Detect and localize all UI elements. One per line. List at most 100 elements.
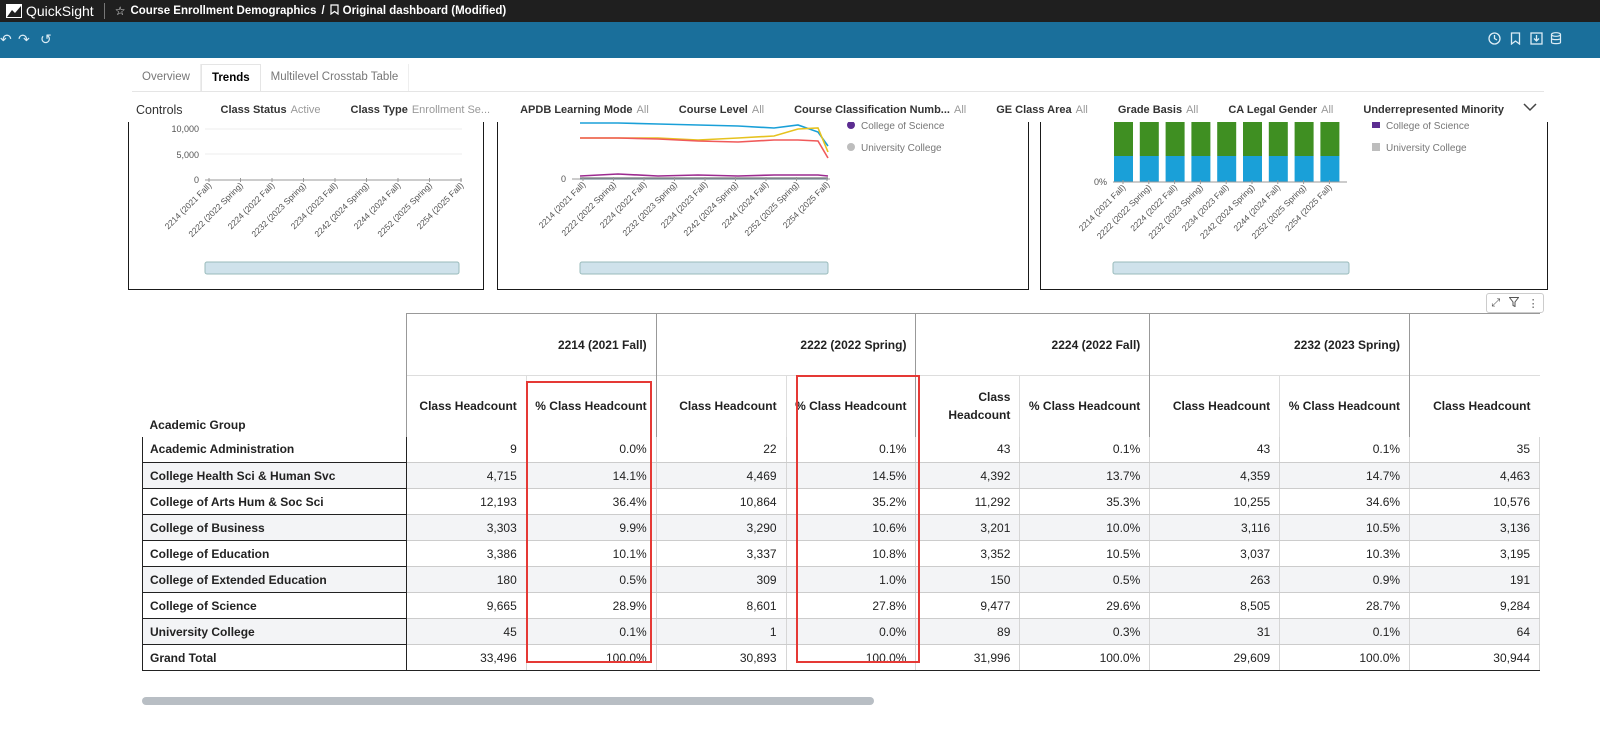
table-cell[interactable]: 100.0% bbox=[526, 644, 657, 671]
table-cell[interactable]: 100.0% bbox=[1019, 644, 1151, 671]
redo-icon[interactable]: ↷ bbox=[18, 31, 30, 47]
table-cell[interactable]: 10,864 bbox=[656, 488, 787, 515]
undo-icon[interactable]: ↶ bbox=[0, 31, 12, 47]
grand-total-row[interactable]: Grand Total 33,496 100.0% 30,893 100.0% 31,99… bbox=[142, 644, 1540, 671]
table-cell[interactable]: 43 bbox=[915, 436, 1021, 463]
table-cell[interactable]: 3,116 bbox=[1149, 514, 1281, 541]
range-slider[interactable] bbox=[204, 261, 460, 275]
table-cell[interactable]: 4,359 bbox=[1149, 462, 1281, 489]
control-class-type[interactable]: Class Type Enrollment Se... bbox=[350, 104, 491, 116]
column-header-measure[interactable]: % Class Headcount bbox=[1019, 375, 1150, 437]
column-header-measure[interactable]: Class Headcount bbox=[405, 375, 527, 437]
table-cell[interactable]: 64 bbox=[1409, 618, 1540, 645]
table-cell[interactable]: 3,352 bbox=[915, 540, 1021, 567]
controls-title[interactable]: Controls bbox=[136, 103, 183, 117]
table-cell[interactable]: 45 bbox=[406, 618, 527, 645]
column-header-term[interactable]: 2232 (2023 Spring) bbox=[1149, 313, 1410, 376]
table-cell[interactable]: 150 bbox=[915, 566, 1021, 593]
table-cell[interactable]: 89 bbox=[915, 618, 1021, 645]
table-cell[interactable]: 191 bbox=[1409, 566, 1540, 593]
table-cell[interactable]: 29,609 bbox=[1149, 644, 1281, 671]
table-cell[interactable]: 14.7% bbox=[1279, 462, 1411, 489]
table-row[interactable]: College of Business 3,303 9.9% 3,290 10.6% 3,… bbox=[142, 514, 1540, 541]
table-cell[interactable]: 0.9% bbox=[1279, 566, 1411, 593]
table-row[interactable]: University College 45 0.1% 1 0.0% 89 0.3% 31 0.1… bbox=[142, 618, 1540, 645]
range-slider[interactable] bbox=[1112, 261, 1350, 275]
chevron-down-icon[interactable] bbox=[1523, 100, 1537, 115]
row-label[interactable]: College of Education bbox=[142, 540, 407, 567]
filter-icon[interactable] bbox=[1508, 296, 1520, 310]
table-cell[interactable]: 4,469 bbox=[656, 462, 787, 489]
control-grade-basis[interactable]: Grade Basis All bbox=[1117, 104, 1199, 116]
table-cell[interactable]: 3,195 bbox=[1409, 540, 1540, 567]
table-cell[interactable]: 0.5% bbox=[1019, 566, 1151, 593]
row-label[interactable]: College of Science bbox=[142, 592, 407, 619]
breadcrumb-analysis[interactable]: Course Enrollment Demographics bbox=[130, 5, 317, 17]
column-header-term[interactable]: 2224 (2022 Fall) bbox=[915, 313, 1150, 376]
table-cell[interactable]: 4,715 bbox=[406, 462, 527, 489]
table-cell[interactable]: 36.4% bbox=[526, 488, 657, 515]
table-cell[interactable]: 10.6% bbox=[786, 514, 917, 541]
bookmark-icon[interactable] bbox=[1510, 32, 1521, 47]
table-cell[interactable]: 0.1% bbox=[526, 618, 657, 645]
table-cell[interactable]: 0.0% bbox=[786, 618, 917, 645]
table-cell[interactable]: 14.1% bbox=[526, 462, 657, 489]
column-header-measure[interactable]: Class Headcount bbox=[655, 375, 787, 437]
control-course-classification[interactable]: Course Classification Numb... All bbox=[794, 104, 967, 116]
table-cell[interactable]: 12,193 bbox=[406, 488, 527, 515]
schedule-icon[interactable] bbox=[1488, 32, 1501, 47]
table-cell[interactable]: 3,201 bbox=[915, 514, 1021, 541]
table-row[interactable]: College of Arts Hum & Soc Sci 12,193 36.4%… bbox=[142, 488, 1540, 515]
table-cell[interactable]: 1 bbox=[656, 618, 787, 645]
table-row[interactable]: College of Extended Education 180 0.5% 309 1… bbox=[142, 566, 1540, 593]
table-cell[interactable]: 10.5% bbox=[1019, 540, 1151, 567]
tab-multilevel-crosstab-table[interactable]: Multilevel Crosstab Table bbox=[261, 64, 410, 92]
table-cell[interactable]: 31,996 bbox=[915, 644, 1021, 671]
table-row[interactable]: College of Education 3,386 10.1% 3,337 10.8%… bbox=[142, 540, 1540, 567]
table-cell[interactable]: 9,477 bbox=[915, 592, 1021, 619]
table-cell[interactable]: 8,505 bbox=[1149, 592, 1281, 619]
control-ge-class-area[interactable]: GE Class Area All bbox=[996, 104, 1088, 116]
row-header-academic-group[interactable]: Academic Group bbox=[142, 313, 407, 437]
row-label[interactable]: College of Extended Education bbox=[142, 566, 407, 593]
table-cell[interactable]: 29.6% bbox=[1019, 592, 1151, 619]
table-cell[interactable]: 100.0% bbox=[786, 644, 917, 671]
table-cell[interactable]: 3,037 bbox=[1149, 540, 1281, 567]
table-cell[interactable]: 8,601 bbox=[656, 592, 787, 619]
table-cell[interactable]: 3,337 bbox=[656, 540, 787, 567]
app-logo[interactable]: QuickSight bbox=[0, 0, 94, 22]
expand-icon[interactable]: ⤢ bbox=[1491, 296, 1501, 309]
column-header-measure[interactable]: Class Headcount bbox=[1149, 375, 1280, 437]
control-ca-legal-gender[interactable]: CA Legal Gender All bbox=[1228, 104, 1334, 116]
more-options-icon[interactable]: ⋮ bbox=[1527, 297, 1539, 310]
table-cell[interactable]: 35 bbox=[1409, 436, 1540, 463]
row-label[interactable]: College Health Sci & Human Svc bbox=[142, 462, 407, 489]
table-cell[interactable]: 3,386 bbox=[406, 540, 527, 567]
reset-icon[interactable]: ↺ bbox=[40, 31, 52, 47]
row-label[interactable]: University College bbox=[142, 618, 407, 645]
control-underrepresented-minority[interactable]: Underrepresented Minority bbox=[1363, 104, 1504, 116]
table-cell[interactable]: 0.5% bbox=[526, 566, 657, 593]
table-cell[interactable]: 10.8% bbox=[786, 540, 917, 567]
table-cell[interactable]: 309 bbox=[656, 566, 787, 593]
table-cell[interactable]: 10,576 bbox=[1409, 488, 1540, 515]
table-cell[interactable]: 13.7% bbox=[1019, 462, 1151, 489]
table-cell[interactable]: 0.1% bbox=[1279, 436, 1411, 463]
tab-trends[interactable]: Trends bbox=[200, 64, 261, 92]
row-label[interactable]: College of Business bbox=[142, 514, 407, 541]
table-cell[interactable]: 10.3% bbox=[1279, 540, 1411, 567]
table-cell[interactable]: 22 bbox=[656, 436, 787, 463]
table-cell[interactable]: 9.9% bbox=[526, 514, 657, 541]
table-cell[interactable]: 10.1% bbox=[526, 540, 657, 567]
table-cell[interactable]: 10.0% bbox=[1019, 514, 1151, 541]
column-header-term[interactable] bbox=[1409, 313, 1540, 376]
table-cell[interactable]: 30,944 bbox=[1409, 644, 1540, 671]
table-cell[interactable]: 28.9% bbox=[526, 592, 657, 619]
horizontal-scrollbar[interactable] bbox=[142, 697, 874, 705]
column-header-term[interactable]: 2222 (2022 Spring) bbox=[655, 313, 916, 376]
row-label[interactable]: Grand Total bbox=[142, 644, 407, 671]
table-cell[interactable]: 10.5% bbox=[1279, 514, 1411, 541]
table-cell[interactable]: 14.5% bbox=[786, 462, 917, 489]
table-cell[interactable]: 0.0% bbox=[526, 436, 657, 463]
table-cell[interactable]: 4,463 bbox=[1409, 462, 1540, 489]
